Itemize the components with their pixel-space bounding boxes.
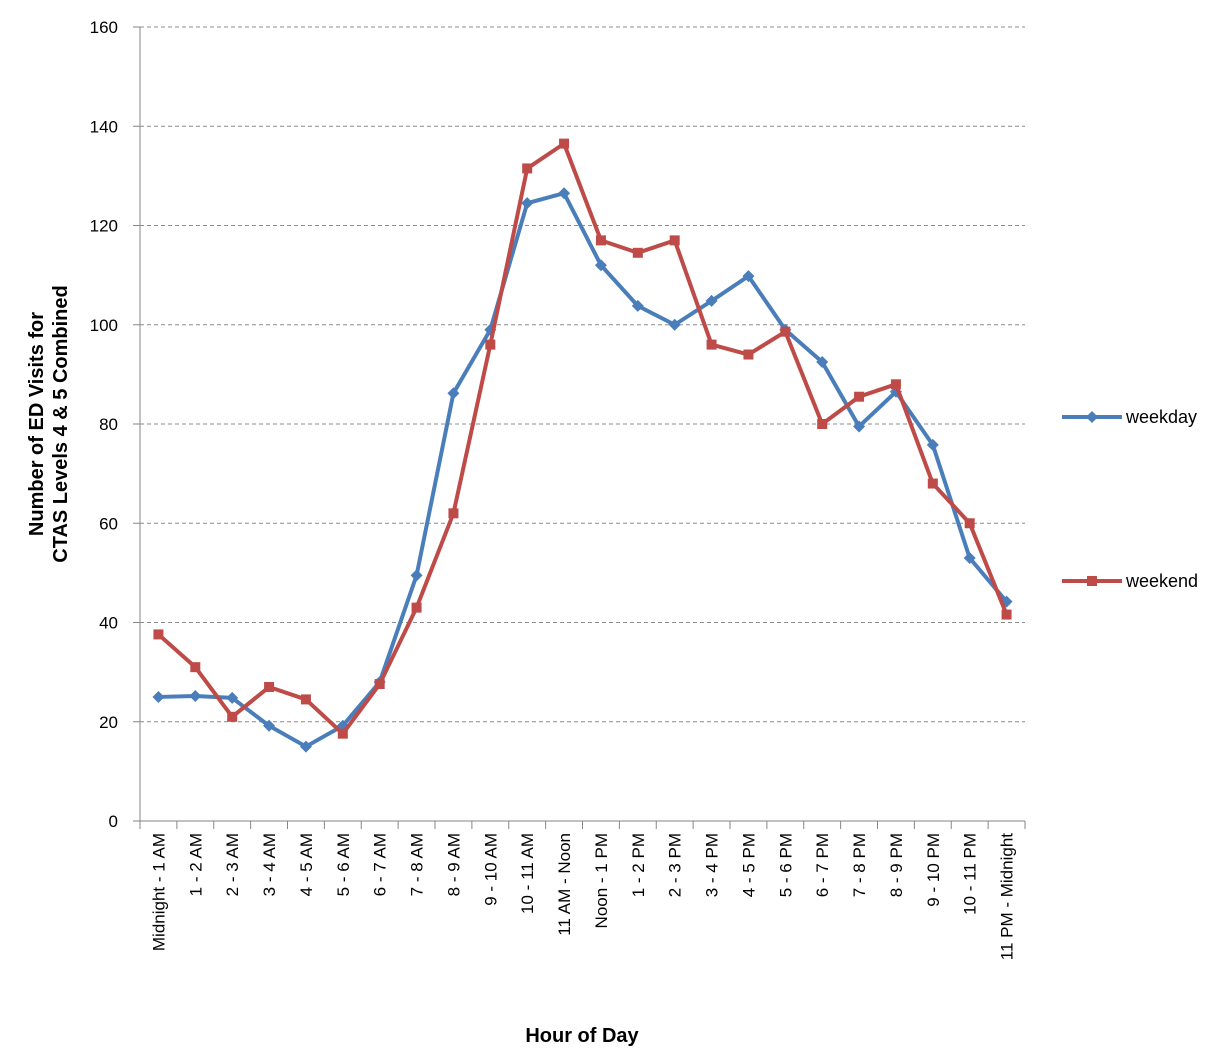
x-tick-label: 5 - 6 PM (776, 833, 795, 897)
data-point (411, 602, 422, 613)
data-point (668, 318, 681, 331)
data-point (300, 694, 311, 705)
data-point (705, 294, 718, 307)
data-point (595, 235, 606, 246)
data-point (152, 690, 165, 703)
series-line (157, 141, 1009, 736)
data-point (522, 163, 533, 174)
data-point (337, 728, 348, 739)
legend-label: weekday (1125, 407, 1197, 427)
data-point (853, 420, 866, 433)
legend-marker (1087, 576, 1097, 586)
x-tick-label: 11 AM - Noon (555, 833, 574, 936)
data-point (926, 438, 939, 451)
data-point (742, 270, 755, 283)
data-point (299, 740, 312, 753)
x-tick-label: 3 - 4 AM (260, 833, 279, 896)
data-point (485, 339, 496, 350)
data-point (816, 355, 829, 368)
data-point (558, 187, 571, 200)
data-point (226, 691, 239, 704)
x-tick-label: 4 - 5 AM (297, 833, 316, 896)
data-point (559, 138, 570, 149)
data-point (631, 299, 644, 312)
x-tick-label: 9 - 10 PM (924, 833, 943, 907)
data-point (153, 629, 164, 640)
x-tick-label: 10 - 11 AM (518, 833, 537, 914)
x-tick-label: 3 - 4 PM (703, 833, 722, 897)
data-point (669, 235, 680, 246)
y-tick-label: 40 (99, 614, 118, 633)
data-point (632, 247, 643, 258)
x-tick-label: 9 - 10 AM (481, 833, 500, 906)
data-point (963, 551, 976, 564)
y-axis-title: Number of ED Visits for CTAS Levels 4 & … (26, 285, 72, 562)
x-tick-label: 6 - 7 AM (371, 833, 390, 896)
data-point (410, 569, 423, 582)
data-point (227, 711, 238, 722)
x-tick-label: 2 - 3 PM (666, 833, 685, 897)
x-tick-label: 1 - 2 AM (186, 833, 205, 896)
y-tick-label: 160 (90, 18, 118, 37)
data-point (190, 662, 201, 673)
x-tick-label: Midnight - 1 AM (149, 833, 168, 951)
y-tick-label: 100 (90, 316, 118, 335)
y-tick-label: 120 (90, 217, 118, 236)
data-point (854, 391, 865, 402)
data-point (264, 682, 275, 693)
y-axis-title-line: CTAS Levels 4 & 5 Combined (50, 285, 72, 562)
x-axis-title: Hour of Day (525, 1025, 639, 1047)
y-tick-label: 80 (99, 415, 118, 434)
x-tick-label: 6 - 7 PM (813, 833, 832, 897)
data-point (521, 197, 534, 210)
x-tick-label: 7 - 8 PM (850, 833, 869, 897)
y-tick-label: 0 (109, 812, 118, 831)
y-tick-label: 20 (99, 713, 118, 732)
x-tick-label: Noon - 1 PM (592, 833, 611, 928)
data-point (964, 518, 975, 529)
x-tick-label: 11 PM - Midnight (998, 833, 1017, 961)
y-tick-label: 140 (90, 117, 118, 136)
x-tick-label: 7 - 8 AM (408, 833, 427, 896)
data-point (927, 478, 938, 489)
data-point (890, 379, 901, 390)
data-point (447, 387, 460, 400)
data-point (1001, 609, 1012, 620)
x-tick-label: 8 - 9 PM (887, 833, 906, 897)
x-tick-label: 8 - 9 AM (444, 833, 463, 896)
series-line (158, 191, 1009, 749)
data-point (817, 419, 828, 429)
data-point (780, 326, 791, 337)
legend-marker (1086, 411, 1098, 423)
data-point (448, 508, 459, 519)
data-point (374, 679, 385, 690)
data-point (706, 339, 717, 350)
x-tick-label: 4 - 5 PM (739, 833, 758, 897)
x-tick-label: 10 - 11 PM (961, 833, 980, 915)
x-tick-label: 1 - 2 PM (629, 833, 648, 897)
data-point (263, 719, 276, 732)
data-point (189, 689, 202, 702)
y-tick-label: 60 (99, 514, 118, 533)
data-point (594, 259, 607, 272)
data-point (743, 349, 754, 360)
y-axis-title-line: Number of ED Visits for (26, 312, 48, 536)
x-tick-label: 2 - 3 AM (223, 833, 242, 896)
legend-label: weekend (1125, 571, 1198, 591)
x-tick-label: 5 - 6 AM (334, 833, 353, 896)
